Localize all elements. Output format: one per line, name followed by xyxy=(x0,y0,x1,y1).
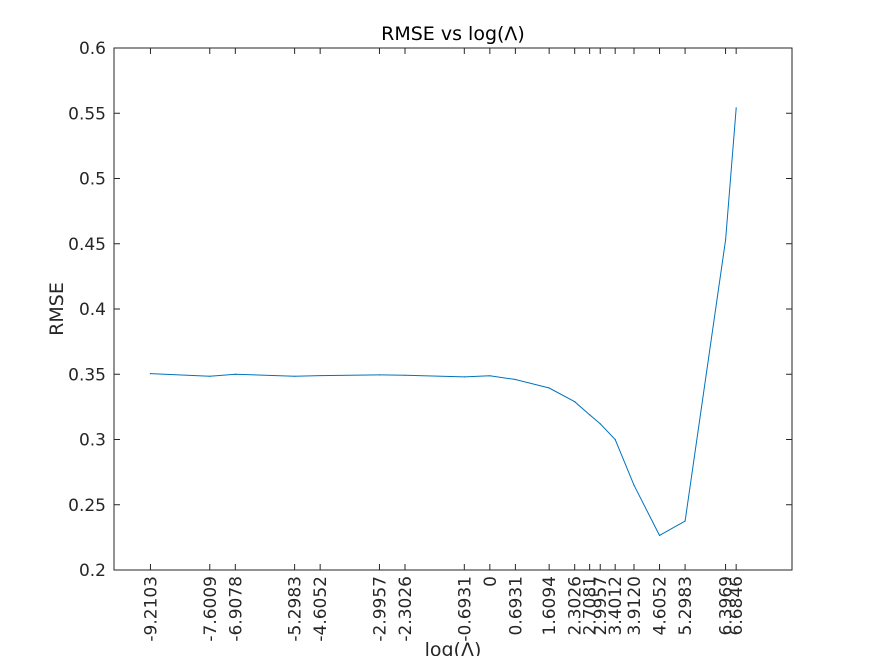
data-point xyxy=(234,373,236,375)
data-point xyxy=(209,375,211,377)
y-axis-label: RMSE xyxy=(46,282,68,336)
x-tick-label: -2.3026 xyxy=(396,576,416,642)
x-tick-label: 6.6846 xyxy=(727,576,747,635)
x-tick-label: -7.6009 xyxy=(201,576,221,642)
data-point xyxy=(294,375,296,377)
y-tick-label: 0.25 xyxy=(68,496,106,516)
x-tick-label: -5.2983 xyxy=(286,576,306,642)
x-axis-label: log(Λ) xyxy=(425,639,482,656)
x-tick-label: 3.9120 xyxy=(625,576,645,635)
x-tick-label: 0 xyxy=(481,576,501,587)
y-tick-label: 0.3 xyxy=(79,431,106,451)
x-tick-label: -2.9957 xyxy=(370,576,390,642)
y-tick-label: 0.2 xyxy=(79,561,106,581)
data-point xyxy=(514,378,516,381)
chart-title: RMSE vs log(Λ) xyxy=(381,23,525,45)
x-tick-label: 2.9957 xyxy=(591,576,611,635)
data-point xyxy=(489,375,491,377)
data-point xyxy=(548,387,550,389)
x-tick-label: -0.6931 xyxy=(455,576,475,642)
data-point xyxy=(599,423,601,425)
y-tick-label: 0.6 xyxy=(79,39,106,59)
data-point xyxy=(724,239,727,241)
data-point xyxy=(589,414,591,416)
data-point xyxy=(658,534,661,537)
data-point xyxy=(149,372,152,375)
data-point xyxy=(319,374,321,377)
y-tick-label: 0.35 xyxy=(68,365,106,385)
x-tick-label: 2.3026 xyxy=(566,576,586,635)
x-tick-label: -9.2103 xyxy=(141,576,161,642)
data-point xyxy=(574,401,576,403)
data-point xyxy=(614,438,616,441)
x-tick-label: -4.6052 xyxy=(311,576,331,642)
x-tick-label: 4.6052 xyxy=(651,576,671,635)
x-tick-label: -6.9078 xyxy=(226,576,246,642)
x-tick-label: 3.4012 xyxy=(606,576,626,635)
x-tick-label: 1.6094 xyxy=(540,576,560,635)
y-tick-label: 0.45 xyxy=(68,235,106,255)
y-tick-label: 0.5 xyxy=(79,170,106,190)
data-point xyxy=(684,520,686,522)
x-tick-label: 6.3969 xyxy=(717,576,737,635)
plot-area: 0.2 0.25 0.3 0.35 0.4 0.45 0.5 0.55 0.6 -9.2103 -7… xyxy=(68,39,793,642)
data-point xyxy=(404,374,406,376)
data-point xyxy=(735,107,737,109)
data-point xyxy=(633,484,635,486)
data-point xyxy=(378,374,381,376)
rmse-series-line xyxy=(150,107,737,537)
data-point xyxy=(463,376,465,378)
x-tick-label: 5.2983 xyxy=(676,576,696,635)
y-tick-label: 0.55 xyxy=(68,104,106,124)
y-tick-label: 0.4 xyxy=(79,300,106,320)
x-tick-label: 2.7081 xyxy=(581,576,601,635)
x-tick-label: 0.6931 xyxy=(506,576,526,635)
